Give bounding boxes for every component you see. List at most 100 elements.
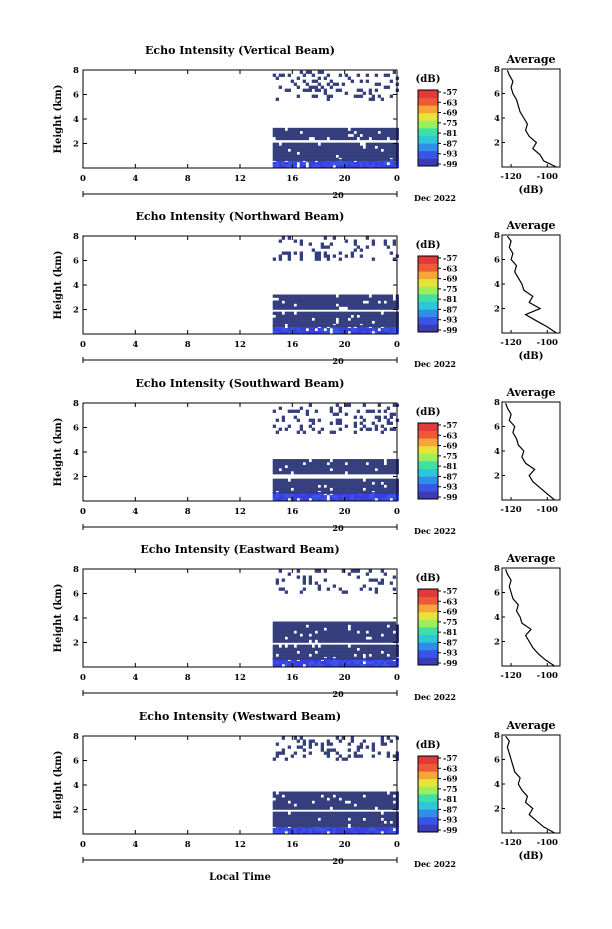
heatmap-cell <box>311 490 316 494</box>
heatmap-cell <box>380 647 385 651</box>
heatmap-cell <box>344 297 349 301</box>
heatmap-cell <box>317 791 322 795</box>
heatmap-cell <box>347 465 352 469</box>
heatmap-cell <box>299 300 304 304</box>
colorbar-tick-label: -75 <box>443 451 457 461</box>
heatmap-cell <box>389 162 394 166</box>
heatmap-cell <box>323 303 328 307</box>
heatmap-cell <box>332 803 337 807</box>
heatmap-cell <box>326 154 331 158</box>
y-axis-label: Height (km) <box>53 751 64 820</box>
heatmap-cell <box>323 621 328 625</box>
heatmap-cell <box>350 806 355 810</box>
heatmap-cell <box>299 650 304 654</box>
heatmap-cell <box>296 627 301 631</box>
heatmap-cell <box>314 633 319 637</box>
y-tick-label: 6 <box>73 91 79 101</box>
heatmap-cell <box>278 820 283 824</box>
heatmap-cell <box>275 306 280 310</box>
heatmap-cell <box>302 317 307 321</box>
heatmap-cell <box>293 409 298 413</box>
heatmap-cell <box>287 627 292 631</box>
heatmap-cell <box>278 239 283 243</box>
heatmap-cell <box>326 306 331 310</box>
heatmap-cell <box>356 800 361 804</box>
heatmap-cell <box>344 656 349 660</box>
heatmap-cell <box>272 823 277 827</box>
heatmap-cell <box>317 806 322 810</box>
profile-title: Average <box>505 386 555 399</box>
heatmap-cell <box>362 797 367 801</box>
heatmap-cell <box>302 653 307 657</box>
heatmap-cell <box>374 427 379 431</box>
heatmap-cell <box>362 459 367 463</box>
heatmap-cell <box>365 148 370 152</box>
heatmap-cell <box>320 661 325 665</box>
heatmap-cell <box>338 409 343 413</box>
heatmap-cell <box>386 811 391 815</box>
profile-x-tick-label: -120 <box>500 172 521 182</box>
heatmap-cell <box>365 459 370 463</box>
heatmap-cell <box>374 633 379 637</box>
heatmap-cell <box>317 148 322 152</box>
y-tick-label: 6 <box>73 257 79 267</box>
heatmap-cell <box>380 742 385 746</box>
heatmap-cell <box>365 650 370 654</box>
heatmap-cell <box>308 578 313 582</box>
heatmap-cell <box>338 817 343 821</box>
heatmap-cell <box>332 300 337 304</box>
heatmap-cell <box>293 130 298 135</box>
heatmap-cell <box>305 794 310 798</box>
heatmap-cell <box>344 412 349 416</box>
heatmap-cell <box>383 624 388 628</box>
heatmap-cell <box>323 478 328 482</box>
heatmap-cell <box>311 653 316 657</box>
heatmap-cell <box>338 624 343 628</box>
heatmap-cell <box>326 587 331 591</box>
heatmap-cell <box>275 145 280 149</box>
heatmap-cell <box>338 421 343 425</box>
heatmap-cell <box>311 465 316 469</box>
heatmap-cell <box>332 639 337 643</box>
heatmap-cell <box>329 791 334 795</box>
heatmap-cell <box>308 487 313 491</box>
heatmap-cell <box>314 811 319 815</box>
heatmap-cell <box>344 294 349 298</box>
heatmap-cell <box>296 644 301 648</box>
heatmap-cell <box>356 644 361 648</box>
heatmap-cell <box>362 806 367 810</box>
heatmap-cell <box>305 412 310 416</box>
heatmap-cell <box>272 331 277 335</box>
heatmap-cell <box>290 661 295 665</box>
heatmap-cell <box>281 328 286 332</box>
heatmap-cell <box>371 653 376 657</box>
heatmap-cell <box>290 154 295 158</box>
heatmap-cell <box>389 806 394 810</box>
heatmap-cell <box>371 633 376 637</box>
profile-title: Average <box>505 719 555 732</box>
heatmap-cell <box>278 811 283 815</box>
heatmap-cell <box>359 162 364 166</box>
heatmap-cell <box>341 136 346 141</box>
heatmap-cell <box>275 627 280 631</box>
heatmap-cell <box>350 130 355 135</box>
heatmap-cell <box>284 151 289 155</box>
heatmap-cell <box>323 661 328 665</box>
heatmap-cell <box>338 257 343 261</box>
heatmap-cell <box>374 154 379 158</box>
heatmap-cell <box>317 797 322 801</box>
heatmap-cell <box>356 627 361 631</box>
heatmap-cell <box>341 127 346 132</box>
heatmap-cell <box>314 647 319 651</box>
heatmap-cell <box>329 151 334 155</box>
heatmap-cell <box>389 633 394 637</box>
heatmap-cell <box>326 323 331 327</box>
heatmap-cell <box>281 484 286 488</box>
heatmap-cell <box>383 823 388 827</box>
heatmap-cell <box>278 136 283 141</box>
profile-x-tick-label: -120 <box>500 338 521 348</box>
heatmap-cell <box>359 465 364 469</box>
heatmap-cell <box>275 430 280 434</box>
heatmap-cell <box>389 145 394 149</box>
heatmap-cell <box>272 630 277 634</box>
